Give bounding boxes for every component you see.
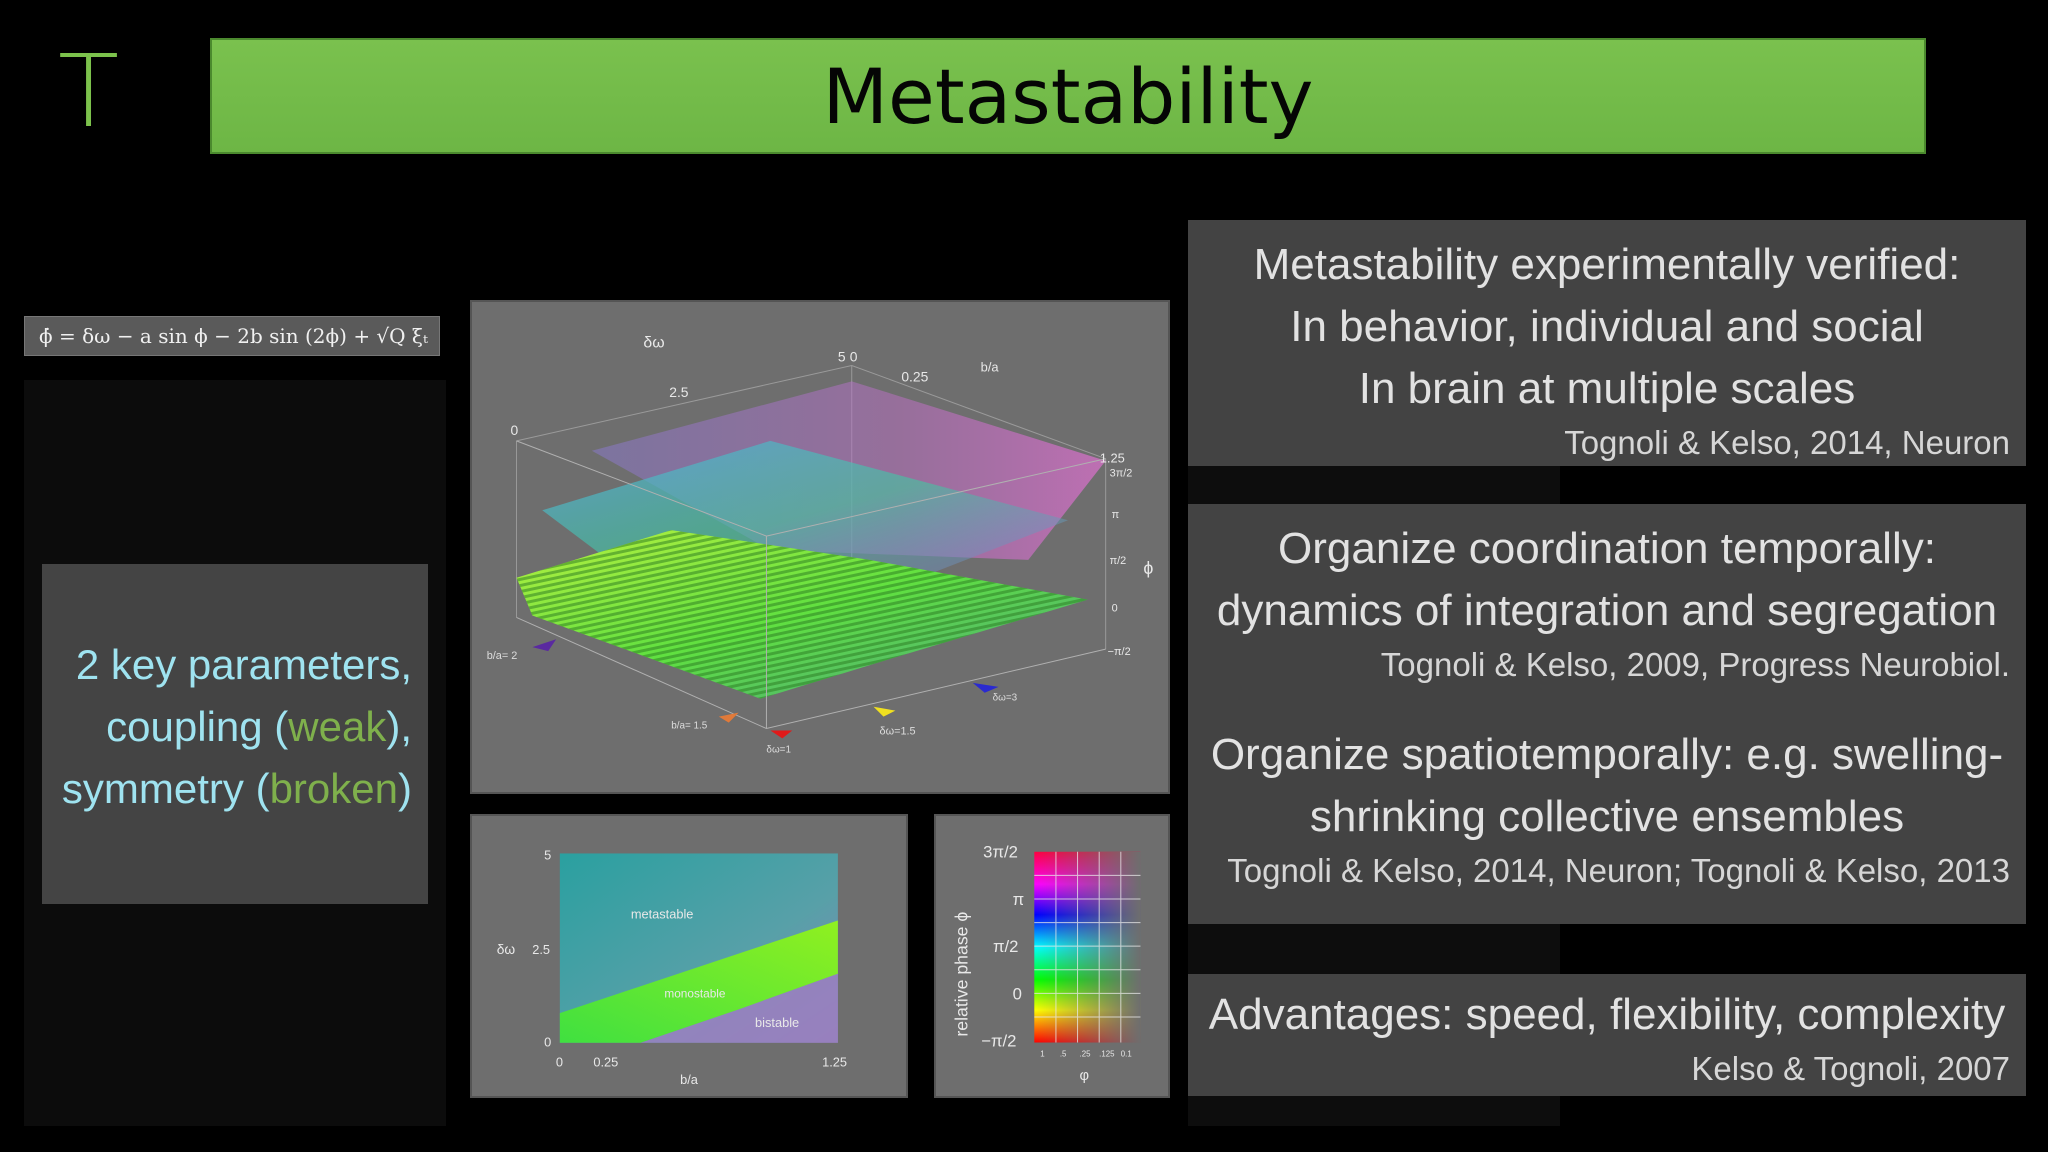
label-marker-ba2: b/a= 2 — [487, 650, 518, 662]
verified-citation: Tognoli & Kelso, 2014, Neuron — [1564, 424, 2010, 461]
colorbar-xlabel: φ — [1080, 1068, 1090, 1084]
params-line-3: symmetry (broken) — [42, 758, 412, 820]
xtick-0: 0 — [556, 1054, 563, 1069]
organize-line-4: shrinking collective ensembles — [1309, 792, 1905, 841]
cb-xtick-1: 1 — [1040, 1049, 1044, 1058]
label-d-omega: δω — [643, 335, 664, 352]
tick-5: 5 — [838, 349, 846, 365]
cb-tick-minus-pi2: −π/2 — [981, 1031, 1016, 1050]
surface-plot-3d: δω 2.5 5 0 0 0.25 b/a 1.25 ϕ 3π/2 π π/2 … — [470, 300, 1170, 794]
fade-gradient — [1034, 851, 1141, 1043]
label-b-a: b/a — [981, 359, 1000, 374]
advantages-citation: Kelso & Tognoli, 2007 — [1691, 1050, 2010, 1087]
params-line-1: 2 key parameters, — [75, 641, 412, 688]
marker-ba2 — [532, 639, 557, 652]
surface-plot-svg: δω 2.5 5 0 0 0.25 b/a 1.25 ϕ 3π/2 π π/2 … — [487, 335, 1154, 756]
key-parameters-box: 2 key parameters, coupling (weak), symme… — [42, 564, 428, 904]
cb-tick-3pi2: 3π/2 — [983, 843, 1018, 862]
cb-tick-pi: π — [1013, 890, 1025, 909]
organize-line-2: dynamics of integration and segregation — [1216, 586, 1998, 635]
xtick-1-25: 1.25 — [822, 1054, 847, 1069]
params-broken: broken — [269, 765, 398, 812]
tick-1-25: 1.25 — [1100, 451, 1125, 466]
ytick-2-5: 2.5 — [532, 942, 550, 957]
tick-0-a: 0 — [511, 422, 519, 438]
region-monostable: monostable — [664, 986, 726, 1000]
cb-xtick-4: .125 — [1099, 1049, 1115, 1058]
xlabel-b-a: b/a — [680, 1072, 699, 1087]
z-tick-pi: π — [1112, 509, 1120, 521]
box-front-edges — [516, 440, 1106, 730]
z-tick-3pi2: 3π/2 — [1110, 468, 1133, 480]
label-marker-dw15: δω=1.5 — [880, 725, 916, 737]
cb-xtick-3: .25 — [1080, 1049, 1092, 1058]
z-tick-minus-pi2: −π/2 — [1108, 646, 1131, 658]
ytick-0: 0 — [544, 1035, 551, 1050]
tick-0-b: 0 — [850, 349, 858, 365]
params-symmetry-prefix: symmetry ( — [61, 765, 270, 812]
advantages-line: Advantages: speed, flexibility, complexi… — [1208, 990, 2006, 1039]
colorbar-ylabel: relative phase ϕ — [951, 912, 971, 1037]
advantages-box: Advantages: speed, flexibility, complexi… — [1188, 974, 2026, 1096]
regime-plot-svg: metastable monostable bistable δω 5 2.5 … — [497, 847, 847, 1087]
label-marker-ba15: b/a= 1.5 — [671, 721, 708, 732]
organize-citation-a: Tognoli & Kelso, 2009, Progress Neurobio… — [1380, 646, 2010, 683]
z-tick-0: 0 — [1112, 602, 1118, 614]
surface-mesh — [516, 530, 1088, 699]
verified-line-3: In brain at multiple scales — [1358, 364, 1856, 413]
marker-dw15 — [873, 706, 896, 717]
cb-xtick-5: 0.1 — [1121, 1049, 1132, 1058]
verified-line-2: In behavior, individual and social — [1290, 302, 1924, 351]
cb-tick-0: 0 — [1013, 984, 1022, 1003]
region-metastable: metastable — [631, 907, 694, 922]
organize-box: Organize coordination temporally: dynami… — [1188, 504, 2026, 924]
params-line-2: coupling (weak), — [42, 696, 412, 758]
organize-line-3: Organize spatiotemporally: e.g. swelling… — [1210, 730, 2004, 779]
monostable-band — [559, 920, 838, 1043]
logo: T — [58, 33, 120, 150]
equation: ϕ̇ = δω − a sin ϕ − 2b sin (2ϕ) + √Q ξₜ — [24, 316, 440, 356]
params-coupling-prefix: coupling ( — [106, 703, 289, 750]
ytick-5: 5 — [544, 847, 551, 862]
organize-line-1: Organize coordination temporally: — [1278, 524, 1936, 573]
region-bistable: bistable — [755, 1015, 799, 1030]
bistable-region — [640, 973, 838, 1043]
marker-dw1 — [770, 730, 793, 739]
cb-tick-pi2: π/2 — [993, 937, 1018, 956]
label-marker-dw1: δω=1 — [766, 744, 791, 755]
params-weak: weak — [288, 703, 387, 750]
slide-title: Metastability — [822, 51, 1314, 141]
verified-box: Metastability experimentally verified: I… — [1188, 220, 2026, 466]
regime-plot-2d: metastable monostable bistable δω 5 2.5 … — [470, 814, 908, 1098]
colorbar-svg: relative phase ϕ 3π/2 π π/2 0 −π/2 1 .5 … — [951, 843, 1141, 1084]
label-phi: ϕ — [1143, 558, 1153, 578]
params-symmetry-suffix: ) — [398, 765, 412, 812]
marker-ba15 — [718, 712, 739, 723]
ylabel-d-omega: δω — [497, 942, 516, 957]
organize-citation-b: Tognoli & Kelso, 2014, Neuron; Tognoli &… — [1227, 852, 2010, 889]
marker-dw3 — [972, 682, 999, 693]
verified-line-1: Metastability experimentally verified: — [1253, 240, 1961, 289]
phase-colorbar: relative phase ϕ 3π/2 π π/2 0 −π/2 1 .5 … — [934, 814, 1170, 1098]
xtick-0-25: 0.25 — [593, 1054, 618, 1069]
colorbar-grid — [1034, 851, 1141, 1043]
z-tick-pi2: π/2 — [1110, 555, 1127, 567]
cb-xtick-2: .5 — [1060, 1049, 1067, 1058]
label-marker-dw3: δω=3 — [993, 693, 1018, 704]
title-bar: Metastability — [210, 38, 1926, 154]
tick-2-5: 2.5 — [669, 384, 689, 400]
tick-0-25: 0.25 — [901, 368, 928, 384]
params-coupling-suffix: ), — [386, 703, 412, 750]
